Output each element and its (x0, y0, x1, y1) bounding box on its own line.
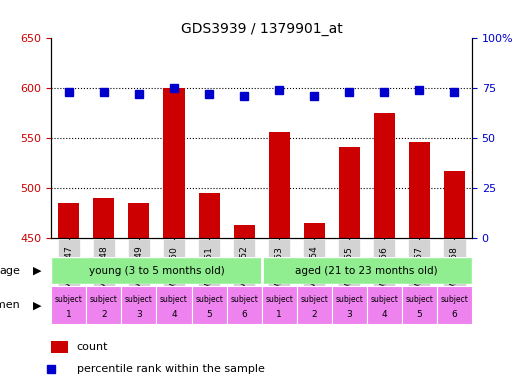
Text: subject: subject (441, 295, 468, 304)
Text: subject: subject (160, 295, 188, 304)
Text: 2: 2 (311, 310, 317, 319)
Text: subject: subject (90, 295, 118, 304)
Text: ▶: ▶ (33, 266, 42, 276)
FancyBboxPatch shape (262, 286, 297, 324)
Bar (304, 223, 325, 238)
Bar (444, 171, 465, 238)
Bar (51, 341, 68, 353)
Text: subject: subject (125, 295, 153, 304)
Bar (409, 142, 430, 238)
Bar (374, 113, 395, 238)
Title: GDS3939 / 1379901_at: GDS3939 / 1379901_at (181, 22, 343, 36)
Text: 6: 6 (451, 310, 457, 319)
Bar (128, 203, 149, 238)
Text: 4: 4 (382, 310, 387, 319)
Text: subject: subject (195, 295, 223, 304)
Text: age: age (0, 266, 21, 276)
Text: subject: subject (55, 295, 83, 304)
Bar (164, 88, 185, 238)
Text: 6: 6 (241, 310, 247, 319)
FancyBboxPatch shape (297, 286, 332, 324)
Text: 3: 3 (346, 310, 352, 319)
Bar (199, 193, 220, 238)
FancyBboxPatch shape (191, 286, 227, 324)
Text: subject: subject (265, 295, 293, 304)
Bar (339, 147, 360, 238)
FancyBboxPatch shape (227, 286, 262, 324)
Text: subject: subject (336, 295, 363, 304)
FancyBboxPatch shape (51, 286, 86, 324)
Text: ▶: ▶ (33, 300, 42, 310)
Text: 1: 1 (277, 310, 282, 319)
FancyBboxPatch shape (156, 286, 191, 324)
FancyBboxPatch shape (51, 257, 262, 284)
Bar (233, 225, 254, 238)
Text: young (3 to 5 months old): young (3 to 5 months old) (89, 266, 224, 276)
FancyBboxPatch shape (437, 286, 472, 324)
Text: subject: subject (230, 295, 258, 304)
Text: 2: 2 (101, 310, 107, 319)
Text: subject: subject (370, 295, 398, 304)
Text: 4: 4 (171, 310, 177, 319)
Bar (58, 203, 80, 238)
Text: count: count (76, 342, 108, 352)
FancyBboxPatch shape (262, 257, 472, 284)
Bar (269, 132, 290, 238)
Text: 3: 3 (136, 310, 142, 319)
Text: subject: subject (405, 295, 433, 304)
FancyBboxPatch shape (402, 286, 437, 324)
Text: percentile rank within the sample: percentile rank within the sample (76, 364, 264, 374)
FancyBboxPatch shape (332, 286, 367, 324)
Text: aged (21 to 23 months old): aged (21 to 23 months old) (295, 266, 438, 276)
Bar (93, 198, 114, 238)
FancyBboxPatch shape (86, 286, 122, 324)
FancyBboxPatch shape (367, 286, 402, 324)
Text: specimen: specimen (0, 300, 21, 310)
Text: 5: 5 (206, 310, 212, 319)
Text: subject: subject (300, 295, 328, 304)
Text: 5: 5 (417, 310, 422, 319)
Text: 1: 1 (66, 310, 72, 319)
FancyBboxPatch shape (122, 286, 156, 324)
